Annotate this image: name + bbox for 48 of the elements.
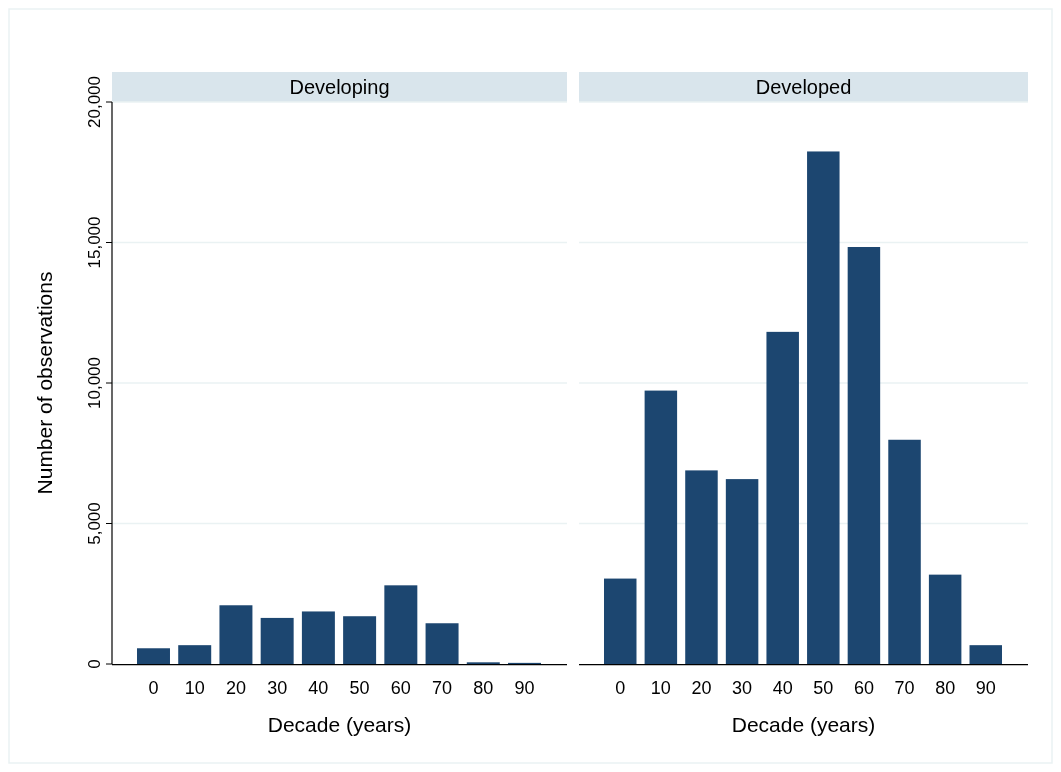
bar: [604, 578, 637, 664]
y-tick-label: 5,000: [85, 502, 104, 545]
bar: [685, 470, 718, 664]
x-axis-title: Decade (years): [267, 713, 412, 736]
x-tick-label: 40: [308, 678, 329, 698]
y-tick-label: 10,000: [85, 357, 104, 409]
bar: [644, 390, 678, 664]
bar: [343, 616, 377, 664]
x-tick-label: 30: [267, 678, 288, 698]
chart-title: Developing: [289, 76, 390, 98]
bar: [219, 605, 253, 664]
x-tick-label: 60: [853, 678, 874, 698]
bar: [807, 151, 840, 664]
x-tick-label: 40: [772, 678, 793, 698]
x-tick-label: 90: [514, 678, 535, 698]
x-tick-label: 90: [975, 678, 996, 698]
x-tick-label: 0: [148, 678, 159, 698]
bar: [178, 645, 212, 664]
bar: [888, 439, 921, 664]
x-tick-label: 10: [184, 678, 205, 698]
x-tick-label: 50: [813, 678, 834, 698]
x-tick-label: 10: [650, 678, 671, 698]
y-tick-label: 15,000: [85, 216, 104, 269]
x-tick-label: 30: [732, 678, 753, 698]
bar: [766, 331, 799, 664]
bar: [928, 574, 962, 664]
x-tick-label: 80: [935, 678, 956, 698]
x-tick-label: 50: [349, 678, 370, 698]
bar: [260, 617, 294, 664]
y-tick-label: 20,000: [85, 76, 104, 128]
bar: [969, 645, 1002, 664]
x-tick-label: 20: [691, 678, 712, 698]
x-tick-label: 80: [473, 678, 494, 698]
bar: [425, 623, 459, 664]
bar: [384, 585, 418, 664]
y-axis-title: Number of observations: [33, 271, 56, 495]
y-tick-label: 0: [85, 659, 104, 669]
x-tick-label: 70: [432, 678, 453, 698]
chart-title: Developed: [755, 76, 852, 98]
bar: [847, 247, 881, 664]
x-axis-title: Decade (years): [731, 713, 876, 736]
x-tick-label: 60: [390, 678, 411, 698]
bar: [301, 611, 335, 664]
x-tick-label: 20: [225, 678, 246, 698]
x-tick-label: 0: [615, 678, 626, 698]
bar: [725, 479, 759, 664]
x-tick-label: 70: [894, 678, 915, 698]
bar: [137, 648, 170, 664]
